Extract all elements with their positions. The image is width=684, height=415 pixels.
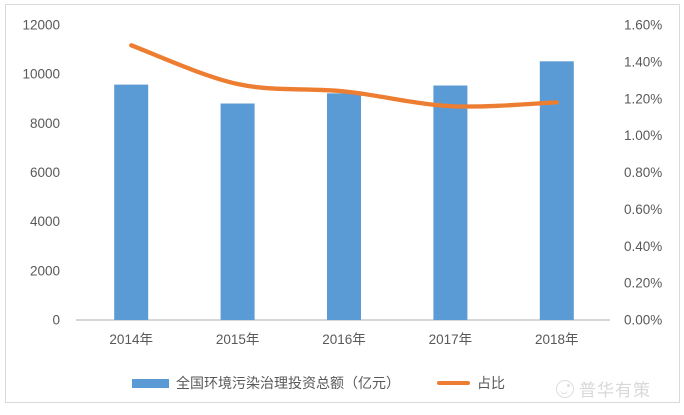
smiley-logo-icon <box>556 379 574 398</box>
left-axis-tick-label: 6000 <box>30 165 60 180</box>
right-axis-tick-label: 0.00% <box>624 313 662 328</box>
bar-2017年 <box>433 85 468 321</box>
legend-item-investment: 全国环境污染治理投资总额（亿元） <box>132 373 400 393</box>
right-axis-tick-label: 1.20% <box>624 91 662 106</box>
right-axis-tick-label: 1.00% <box>624 128 662 143</box>
bar-2015年 <box>220 103 255 320</box>
bar-2016年 <box>327 93 361 320</box>
bar-series-swatch <box>132 378 169 388</box>
bar-series-label: 全国环境污染治理投资总额（亿元） <box>176 375 400 391</box>
right-axis-tick-label: 1.60% <box>624 18 662 33</box>
line-series-swatch <box>437 380 470 386</box>
x-axis-category-label: 2016年 <box>322 332 366 347</box>
legend-item-ratio: 占比 <box>437 373 505 393</box>
right-axis-tick-label: 0.20% <box>624 276 662 291</box>
right-axis-tick-label: 0.80% <box>624 165 662 180</box>
ratio-line-series <box>129 43 559 109</box>
x-axis-category-label: 2018年 <box>535 332 579 347</box>
left-axis-tick-label: 8000 <box>30 116 60 131</box>
chart-border <box>5 4 680 403</box>
watermark: 普华有策 <box>556 376 651 401</box>
x-axis-category-label: 2014年 <box>109 332 153 347</box>
bar-2014年 <box>114 84 149 320</box>
left-axis-tick-label: 4000 <box>30 214 60 229</box>
bar-2018年 <box>539 61 574 321</box>
left-axis-tick-label: 10000 <box>22 67 60 82</box>
left-axis-tick-label: 0 <box>52 313 60 328</box>
watermark-text: 普华有策 <box>579 381 651 400</box>
left-axis-tick-label: 12000 <box>22 18 60 33</box>
right-axis-tick-label: 0.40% <box>624 239 662 254</box>
chart-legend: 全国环境污染治理投资总额（亿元） 占比 <box>132 373 505 393</box>
right-axis-tick-label: 0.60% <box>624 202 662 217</box>
right-axis-tick-label: 1.40% <box>624 54 662 69</box>
line-series-label: 占比 <box>477 375 505 391</box>
left-axis-tick-label: 2000 <box>30 263 60 278</box>
x-axis-category-label: 2015年 <box>216 332 260 347</box>
x-axis-category-label: 2017年 <box>429 332 473 347</box>
